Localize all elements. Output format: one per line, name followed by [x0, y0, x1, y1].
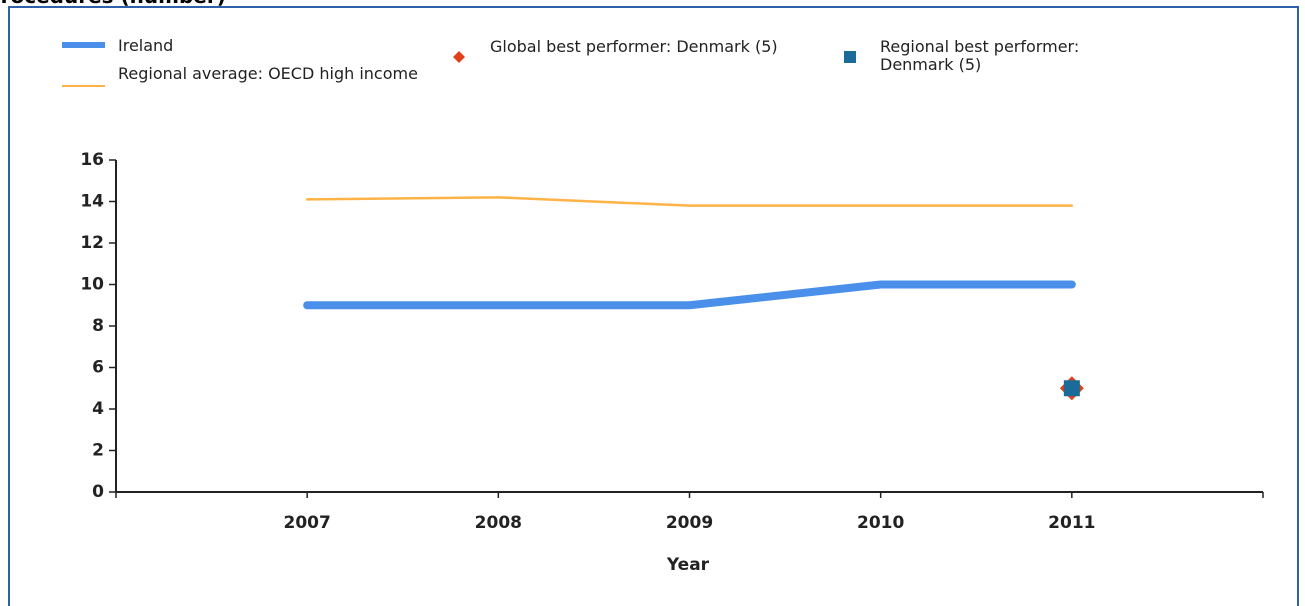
line	[303, 280, 1076, 310]
y-tick-label: 14	[80, 192, 104, 212]
x-axis-label: Year	[666, 555, 710, 575]
legend-swatch	[844, 51, 856, 63]
legend-label: Regional best performer: Denmark (5)	[880, 37, 1080, 74]
x-tick-label: 2009	[666, 513, 713, 533]
x-tick-label: 2008	[475, 513, 522, 533]
legend-label: Regional average: OECD high income	[118, 64, 418, 83]
y-tick-label: 12	[80, 233, 104, 253]
y-tick-label: 8	[92, 316, 104, 336]
legend-label: Global best performer: Denmark (5)	[490, 37, 778, 56]
y-tick-label: 4	[92, 399, 104, 419]
x-tick-label: 2007	[284, 513, 331, 533]
y-tick-label: 10	[80, 275, 104, 295]
legend-swatch	[453, 51, 465, 63]
y-tick-label: 6	[92, 358, 104, 378]
frame	[8, 6, 1299, 606]
chart-title: Procedures (number)	[0, 0, 226, 8]
marker	[1063, 380, 1080, 397]
y-tick-label: 16	[80, 150, 104, 170]
legend-label: Ireland	[118, 36, 174, 55]
y-tick-label: 2	[92, 441, 104, 461]
line	[305, 196, 1074, 207]
y-tick-label: 0	[92, 482, 104, 502]
x-tick-label: 2010	[857, 513, 904, 533]
x-tick-label: 2011	[1048, 513, 1095, 533]
